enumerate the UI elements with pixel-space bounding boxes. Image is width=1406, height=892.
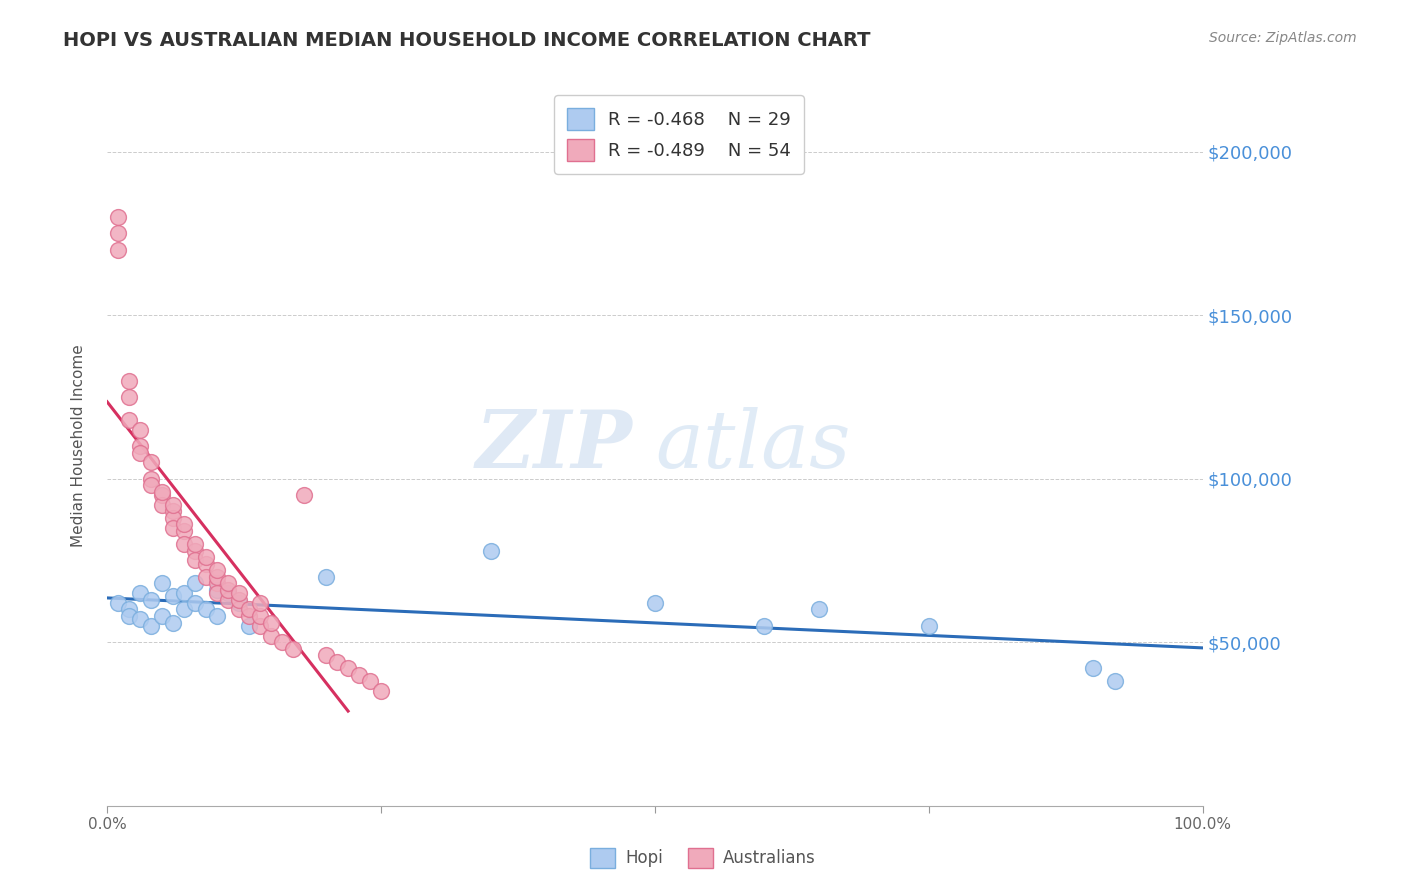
Point [283, 641, 305, 656]
Point [139, 619, 162, 633]
Point [183, 553, 205, 567]
Point [129, 586, 152, 600]
Point [194, 557, 217, 571]
Point [315, 648, 337, 663]
Point [359, 674, 381, 689]
Point [162, 504, 184, 518]
Point [162, 590, 184, 604]
Point [173, 524, 195, 538]
Point [150, 488, 173, 502]
Point [249, 609, 271, 624]
Text: HOPI VS AUSTRALIAN MEDIAN HOUSEHOLD INCOME CORRELATION CHART: HOPI VS AUSTRALIAN MEDIAN HOUSEHOLD INCO… [63, 31, 870, 50]
Point [249, 596, 271, 610]
Point [150, 498, 173, 512]
Point [139, 592, 162, 607]
Point [754, 619, 776, 633]
Point [217, 586, 239, 600]
Point [129, 439, 152, 453]
Point [183, 543, 205, 558]
Point [1081, 661, 1104, 675]
Point [173, 537, 195, 551]
Point [217, 592, 239, 607]
Point [205, 582, 228, 597]
Text: Source: ZipAtlas.com: Source: ZipAtlas.com [1209, 31, 1357, 45]
Point [183, 576, 205, 591]
Point [129, 612, 152, 626]
Point [644, 596, 666, 610]
Point [337, 661, 360, 675]
Point [194, 550, 217, 565]
Legend: R = -0.468    N = 29, R = -0.489    N = 54: R = -0.468 N = 29, R = -0.489 N = 54 [554, 95, 804, 174]
Point [238, 619, 260, 633]
Point [205, 609, 228, 624]
Point [118, 413, 141, 427]
Point [150, 484, 173, 499]
Point [107, 596, 129, 610]
Point [162, 521, 184, 535]
Point [107, 227, 129, 241]
Point [315, 570, 337, 584]
Point [194, 602, 217, 616]
Point [918, 619, 941, 633]
Point [183, 537, 205, 551]
Y-axis label: Median Household Income: Median Household Income [72, 344, 86, 548]
Point [129, 423, 152, 437]
Point [183, 596, 205, 610]
Point [205, 570, 228, 584]
Text: ZIP: ZIP [477, 408, 633, 484]
Point [173, 602, 195, 616]
Point [162, 498, 184, 512]
Point [292, 488, 315, 502]
Point [139, 478, 162, 492]
Point [271, 635, 294, 649]
Point [260, 629, 283, 643]
Point [162, 511, 184, 525]
Point [205, 576, 228, 591]
Point [228, 592, 250, 607]
Point [238, 602, 260, 616]
Point [162, 615, 184, 630]
Point [107, 243, 129, 257]
Point [118, 602, 141, 616]
Point [118, 390, 141, 404]
Point [150, 609, 173, 624]
Point [118, 374, 141, 388]
Point [1104, 674, 1126, 689]
Point [228, 596, 250, 610]
Point [150, 576, 173, 591]
Point [205, 563, 228, 577]
Legend: Hopi, Australians: Hopi, Australians [583, 841, 823, 875]
Text: atlas: atlas [655, 408, 851, 484]
Point [238, 609, 260, 624]
Point [173, 517, 195, 532]
Point [228, 602, 250, 616]
Point [249, 619, 271, 633]
Point [808, 602, 831, 616]
Point [107, 210, 129, 224]
Point [217, 582, 239, 597]
Point [173, 586, 195, 600]
Point [260, 615, 283, 630]
Point [479, 543, 502, 558]
Point [347, 668, 370, 682]
Point [194, 570, 217, 584]
Point [118, 609, 141, 624]
Point [217, 576, 239, 591]
Point [139, 472, 162, 486]
Point [139, 455, 162, 469]
Point [129, 445, 152, 459]
Point [370, 684, 392, 698]
Point [205, 586, 228, 600]
Point [326, 655, 349, 669]
Point [228, 586, 250, 600]
